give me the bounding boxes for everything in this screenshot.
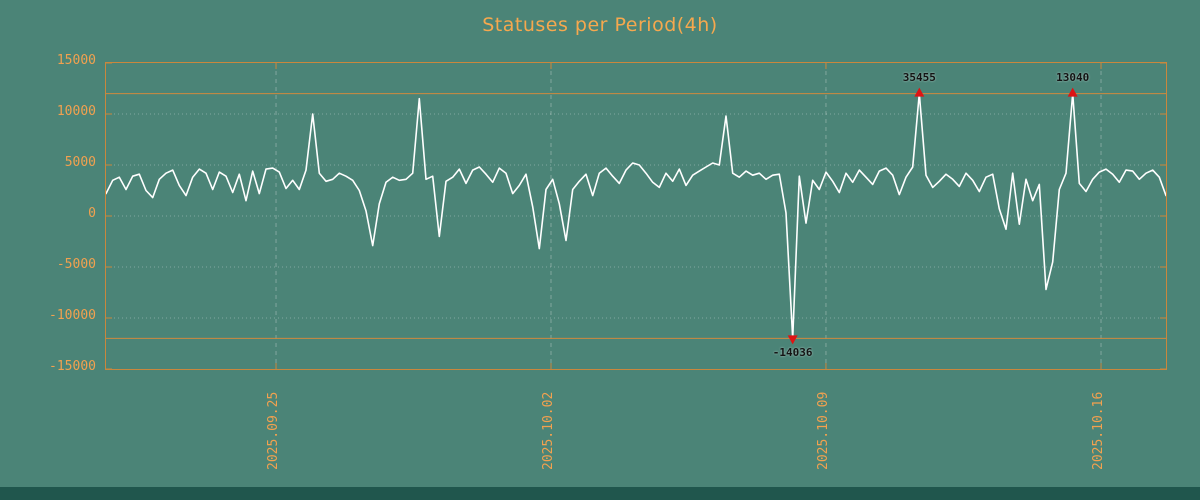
y-tick-label: 0 bbox=[88, 206, 96, 221]
plot-area: -14036 35455 13040 bbox=[105, 62, 1167, 370]
plot-canvas bbox=[106, 63, 1166, 369]
x-tick-label: 2025.10.02 bbox=[540, 391, 556, 470]
clip-marker-up-icon bbox=[1067, 87, 1078, 97]
footer-strip bbox=[0, 487, 1200, 500]
clip-marker-up-icon bbox=[914, 87, 925, 97]
x-tick-label: 2025.10.09 bbox=[815, 391, 831, 470]
y-tick-label: -15000 bbox=[49, 359, 96, 374]
data-series-line bbox=[106, 92, 1166, 340]
y-tick-label: 10000 bbox=[56, 104, 96, 119]
y-tick-label: -10000 bbox=[49, 308, 96, 323]
clip-marker-down-icon bbox=[787, 335, 798, 345]
annotation-label: -14036 bbox=[772, 346, 813, 360]
x-tick-label: 2025.10.16 bbox=[1091, 391, 1107, 470]
annotation-label: 13040 bbox=[1056, 70, 1090, 84]
y-tick-label: 15000 bbox=[56, 53, 96, 68]
chart-title: Statuses per Period(4h) bbox=[482, 14, 718, 36]
y-tick-label: -5000 bbox=[56, 257, 96, 272]
x-tick-label: 2025.09.25 bbox=[266, 391, 282, 470]
y-tick-label: 5000 bbox=[64, 155, 96, 170]
annotation-label: 35455 bbox=[902, 70, 936, 84]
